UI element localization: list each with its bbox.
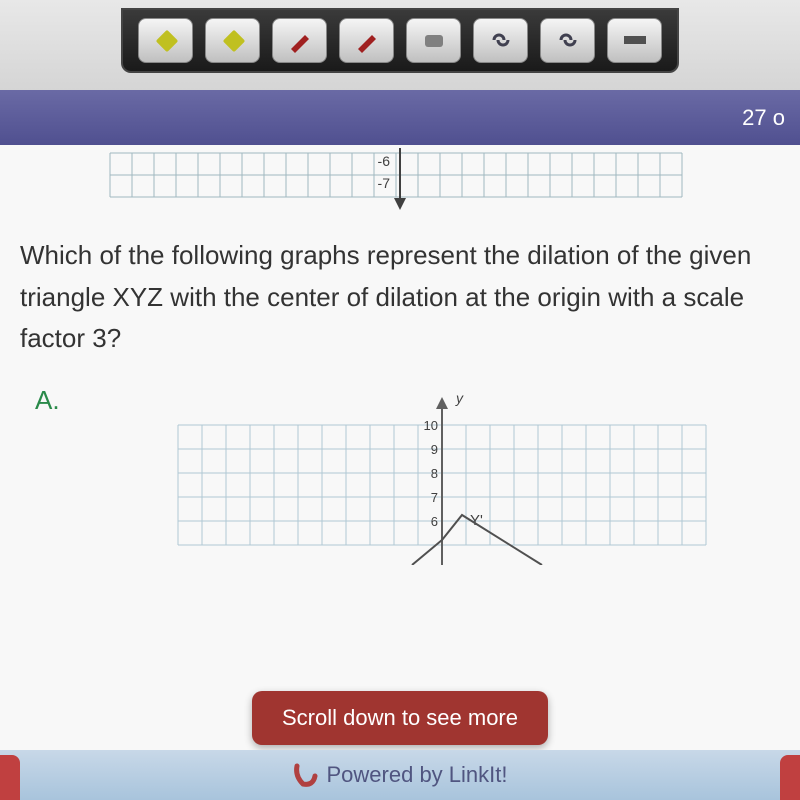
axis-label-y: y [455, 390, 464, 406]
tool-pen-1[interactable] [272, 18, 327, 63]
pen-icon [285, 25, 315, 55]
svg-text:7: 7 [431, 490, 438, 505]
pen-icon [352, 25, 382, 55]
answer-chart: y 109876 Y' [100, 385, 785, 565]
tool-link-2[interactable] [540, 18, 595, 63]
footer-corner-right[interactable] [780, 755, 800, 800]
answer-section: A. y 109876 Y' [15, 385, 785, 565]
svg-text:6: 6 [431, 514, 438, 529]
scroll-down-banner[interactable]: Scroll down to see more [252, 691, 548, 745]
footer-logo-icon [293, 762, 319, 788]
svg-text:10: 10 [424, 418, 438, 433]
grid-label-neg7: -7 [378, 175, 391, 191]
question-text: Which of the following graphs represent … [20, 235, 780, 360]
tool-link-1[interactable] [473, 18, 528, 63]
header-status: 27 o [742, 105, 785, 131]
tool-highlighter-1[interactable] [138, 18, 193, 63]
tool-ruler[interactable] [607, 18, 662, 63]
tool-highlighter-2[interactable] [205, 18, 260, 63]
top-grid-fragment: -6 -7 [15, 145, 785, 215]
content-area: -6 -7 Which of the following graphs repr… [0, 145, 800, 800]
footer-corner-left[interactable] [0, 755, 20, 800]
footer-bar: Powered by LinkIt! [0, 750, 800, 800]
grid-label-neg6: -6 [378, 153, 391, 169]
highlighter-icon [151, 25, 181, 55]
ruler-icon [620, 25, 650, 55]
svg-text:9: 9 [431, 442, 438, 457]
eraser-icon [419, 25, 449, 55]
chart-svg: y 109876 Y' [162, 385, 722, 565]
svg-text:8: 8 [431, 466, 438, 481]
tool-eraser[interactable] [406, 18, 461, 63]
header-bar: 27 o [0, 90, 800, 145]
footer-text: Powered by LinkIt! [327, 762, 508, 788]
tool-pen-2[interactable] [339, 18, 394, 63]
link-icon [553, 25, 583, 55]
answer-label-a[interactable]: A. [35, 385, 60, 565]
link-icon [486, 25, 516, 55]
top-grid-svg: -6 -7 [90, 148, 710, 213]
toolbar [0, 0, 800, 90]
highlighter-icon [218, 25, 248, 55]
toolbar-inner [121, 8, 679, 73]
